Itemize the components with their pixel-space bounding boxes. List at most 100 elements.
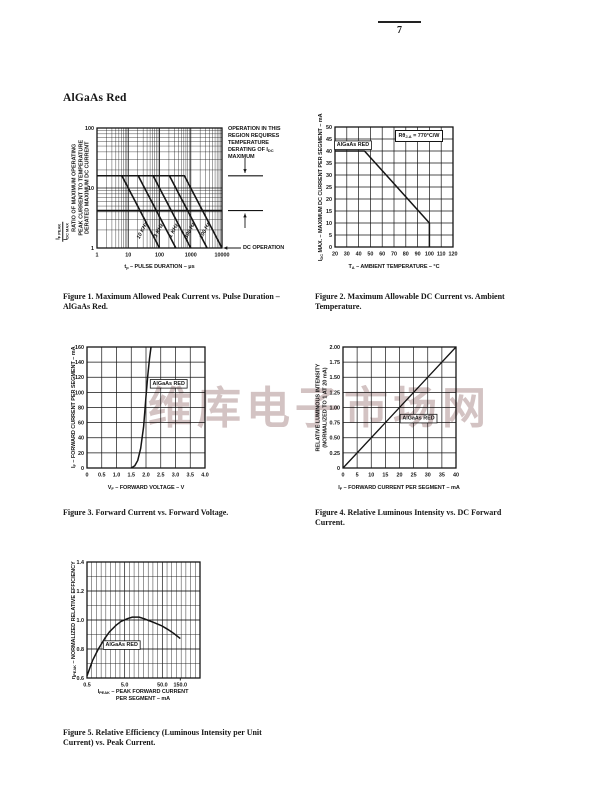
svg-text:100: 100 [425,252,434,258]
svg-text:140: 140 [75,360,84,366]
svg-text:1.4: 1.4 [77,560,85,566]
svg-text:10000: 10000 [215,253,230,259]
svg-text:10 KHz: 10 KHz [136,221,150,240]
svg-text:AlGaAs RED: AlGaAs RED [402,416,434,422]
svg-text:1.5: 1.5 [128,473,136,479]
svg-text:45: 45 [326,137,332,143]
svg-text:1.00: 1.00 [330,405,341,411]
figure-1-derating-note: OPERATION IN THIS REGION REQUIRES TEMPER… [228,126,310,161]
svg-text:3.0: 3.0 [172,473,180,479]
figure-3-y-axis-label: IF – FORWARD CURRENT PER SEGMENT – mA [70,346,77,468]
svg-text:5: 5 [329,233,332,239]
figure-2-x-axis-label: TA – AMBIENT TEMPERATURE – °C [348,264,440,270]
figure-5-x-axis-label: IPEAK – PEAK FORWARD CURRENT PER SEGMENT… [73,688,213,703]
svg-text:110: 110 [437,252,446,258]
svg-text:10: 10 [125,253,131,259]
svg-text:30: 30 [326,173,332,179]
figure-5-chart: 0.5 5.0 50.0 150.0 0.6 0.8 1.0 1.2 1.4 AlGaAs RED [77,560,201,689]
svg-text:0: 0 [86,473,89,479]
svg-text:50: 50 [367,252,373,258]
svg-text:AlGaAs RED: AlGaAs RED [106,642,138,648]
figure-1-y-axis-line-3: DERATED MAXIMUM DC CURRENT [84,141,91,234]
svg-text:10: 10 [368,473,374,479]
figure-4-caption: Figure 4. Relative Luminous Intensity vs… [315,508,502,527]
figure-1-caption: Figure 1. Maximum Allowed Peak Current v… [63,292,280,311]
svg-text:3.5: 3.5 [187,473,195,479]
svg-text:2.00: 2.00 [330,345,341,351]
figure-4-y-axis-line-1: RELATIVE LUMINOUS INTENSITY [315,363,322,452]
figure-4-chart: 0 5 10 15 20 25 30 35 40 0 0.25 0.50 0.75 1.00 1.25 1.5… [330,345,460,479]
section-heading: AlGaAs Red [63,92,127,104]
svg-text:5: 5 [356,473,359,479]
note-line: TEMPERATURE [228,139,269,146]
svg-text:30: 30 [425,473,431,479]
svg-text:150.0: 150.0 [174,683,188,689]
svg-text:1: 1 [91,246,94,252]
svg-text:60: 60 [78,421,84,427]
svg-text:160: 160 [75,345,84,351]
svg-text:1: 1 [96,253,99,259]
figure-1-y-axis-fraction: IF PEAK IDC MAX [55,221,70,242]
svg-text:60: 60 [379,252,385,258]
svg-text:4.0: 4.0 [201,473,209,479]
figure-2-y-axis-label: IDC MAX. – MAXIMUM DC CURRENT PER SEGMEN… [317,112,324,261]
fraction-denominator: IDC MAX [63,223,70,241]
svg-text:0.25: 0.25 [330,451,341,457]
svg-text:90: 90 [415,252,421,258]
svg-text:50.0: 50.0 [157,683,168,689]
svg-text:5.0: 5.0 [121,683,129,689]
note-line: REGION REQUIRES [228,132,280,139]
svg-text:0.8: 0.8 [77,647,85,653]
svg-text:1000: 1000 [185,253,197,259]
svg-text:20: 20 [397,473,403,479]
figure-3-caption: Figure 3. Forward Current vs. Forward Vo… [63,508,229,517]
svg-text:0.50: 0.50 [330,436,341,442]
svg-text:1.0: 1.0 [77,618,85,624]
figure-4-y-axis-line-2: (NORMALIZED TO 1 AT 20 mA) [322,366,328,448]
figure-2-caption: Figure 2. Maximum Allowable DC Current v… [315,292,505,311]
svg-text:0.6: 0.6 [77,676,85,682]
figure-3-x-axis-label: VF – FORWARD VOLTAGE – V [107,485,185,491]
svg-text:2.5: 2.5 [157,473,165,479]
svg-text:25: 25 [411,473,417,479]
svg-text:40: 40 [78,436,84,442]
figure-2-chart: 20 30 40 50 60 70 80 90 100 110 120 0 5 10 15 20 25 30 35 4… [326,125,458,258]
svg-text:0: 0 [329,245,332,251]
svg-text:2.0: 2.0 [142,473,150,479]
svg-text:30: 30 [344,252,350,258]
note-line: MAXIMUM [228,153,255,160]
svg-text:80: 80 [78,405,84,411]
page-number: 7 [397,25,402,36]
figure-1-dc-operation-label: DC OPERATION [243,245,285,251]
svg-text:15: 15 [326,209,332,215]
svg-text:15: 15 [382,473,388,479]
svg-text:AlGaAs RED: AlGaAs RED [152,381,184,387]
svg-text:0: 0 [342,473,345,479]
svg-text:35: 35 [439,473,445,479]
svg-text:100: 100 [75,390,84,396]
svg-text:100 Hz: 100 Hz [199,222,212,240]
svg-text:1.25: 1.25 [330,390,341,396]
svg-text:70: 70 [391,252,397,258]
svg-text:120: 120 [449,252,458,258]
svg-text:1.50: 1.50 [330,375,341,381]
svg-text:0.75: 0.75 [330,421,341,427]
svg-text:10: 10 [326,221,332,227]
figure-5-x-axis-line-2: PER SEGMENT – mA [115,696,171,702]
svg-text:0.5: 0.5 [83,683,91,689]
figure-5-x-axis-line-1: IPEAK – PEAK FORWARD CURRENT [97,689,189,695]
svg-text:80: 80 [403,252,409,258]
svg-text:1.2: 1.2 [77,589,85,595]
note-line: DERATING OF IDC [228,146,274,153]
svg-text:20: 20 [78,451,84,457]
note-line: OPERATION IN THIS [228,126,281,132]
svg-text:10: 10 [88,186,94,192]
svg-text:40: 40 [453,473,459,479]
svg-text:AlGaAs RED: AlGaAs RED [337,142,369,148]
svg-text:40: 40 [356,252,362,258]
figure-2-thermal-resistance-note: RθJ-A = 770°C/W [395,129,443,142]
page-header-rule [378,21,421,23]
figure-1-x-axis-label: tp – PULSE DURATION – μs [124,264,195,270]
